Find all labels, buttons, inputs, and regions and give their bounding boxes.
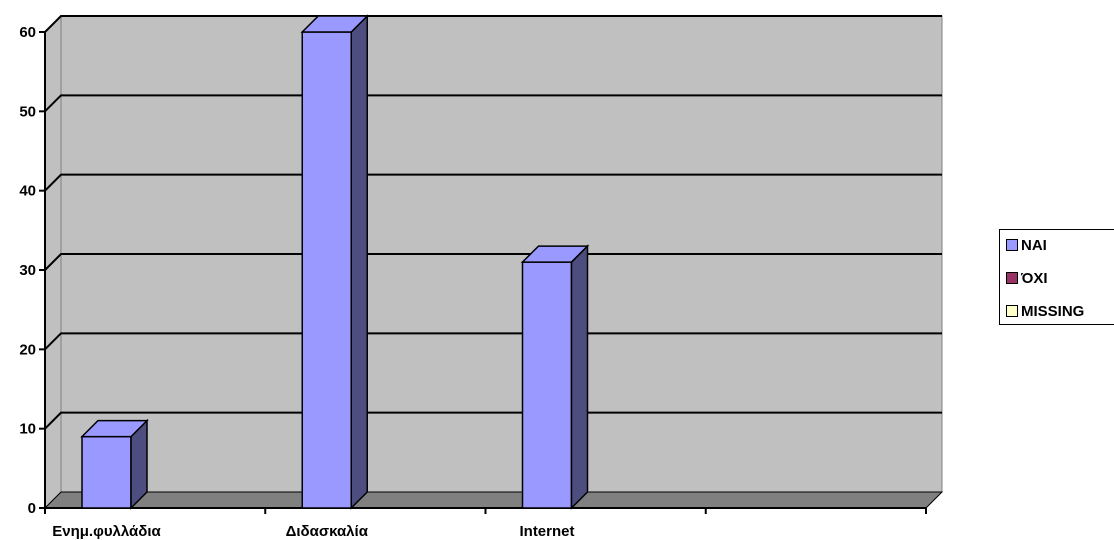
bar-side (350, 14, 368, 510)
bar-top (80, 419, 149, 438)
y-tick-label: 40 (19, 183, 36, 200)
legend-swatch-oxi (1006, 272, 1018, 284)
bar-side (570, 244, 589, 510)
y-tick-label: 0 (28, 500, 36, 517)
gridline (44, 332, 942, 351)
bar-top (520, 245, 590, 263)
bar-front (81, 435, 132, 509)
y-tick-label: 50 (19, 103, 36, 120)
bar (80, 418, 149, 510)
y-tick-label: 10 (19, 421, 36, 438)
bar-top (300, 15, 370, 33)
legend-label-nai: ΝΑΙ (1021, 236, 1047, 254)
gridline (44, 253, 942, 271)
y-tick-label: 30 (19, 262, 36, 279)
floor (43, 491, 944, 509)
x-category-label: Διδασκαλία (286, 523, 369, 540)
axes (39, 31, 927, 514)
bar-front (301, 31, 352, 509)
legend-swatch-nai (1006, 239, 1018, 251)
gridline (44, 173, 942, 192)
gridlines (44, 15, 942, 430)
bar-front (521, 261, 573, 509)
y-tick-labels: 0 10 20 30 40 50 60 (19, 24, 36, 517)
legend-label-missing: MISSING (1021, 302, 1085, 320)
x-category-labels: Ενημ.φυλλάδια Διδασκαλία Internet (52, 523, 574, 540)
legend-item-missing: MISSING (1006, 302, 1084, 320)
y-tick-label: 20 (19, 341, 36, 358)
gridline (44, 411, 942, 430)
legend-item-oxi: ΌΧΙ (1006, 269, 1048, 287)
x-category-label: Ενημ.φυλλάδια (52, 523, 161, 540)
x-category-label: Internet (519, 523, 574, 540)
legend-swatch-missing (1006, 305, 1018, 317)
bar (520, 244, 590, 510)
y-tick-label: 60 (19, 24, 36, 41)
bar (300, 14, 370, 510)
plot-walls (43, 14, 944, 510)
gridline (44, 15, 942, 33)
legend-label-oxi: ΌΧΙ (1021, 269, 1048, 287)
gridline (44, 94, 942, 113)
bars (80, 14, 590, 510)
legend-item-nai: ΝΑΙ (1006, 236, 1047, 254)
legend: ΝΑΙ ΌΧΙ MISSING (999, 229, 1114, 325)
